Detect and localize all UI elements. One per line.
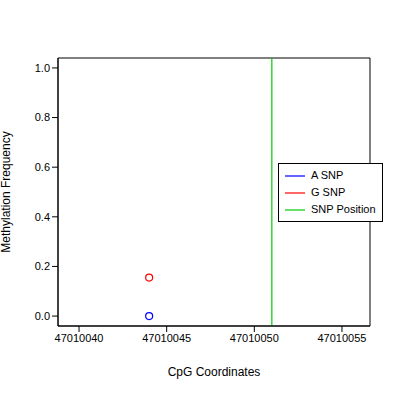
svg-text:0.4: 0.4 <box>35 211 50 223</box>
svg-text:1.0: 1.0 <box>35 62 50 74</box>
svg-text:0.8: 0.8 <box>35 111 50 123</box>
svg-text:0.0: 0.0 <box>35 310 50 322</box>
svg-text:0.2: 0.2 <box>35 260 50 272</box>
svg-text:0.6: 0.6 <box>35 161 50 173</box>
html-text:SNP Position: SNP Position <box>311 203 376 215</box>
svg-text:47010045: 47010045 <box>142 332 191 344</box>
svg-text:Methylation Frequency: Methylation Frequency <box>8 131 13 252</box>
svg-text:47010050: 47010050 <box>230 332 279 344</box>
svg-text:47010040: 47010040 <box>55 332 104 344</box>
html-text:G SNP: G SNP <box>311 186 346 198</box>
svg-text:CpG Coordinates: CpG Coordinates <box>168 365 261 379</box>
svg-text:47010055: 47010055 <box>317 332 366 344</box>
html-text:A SNP: A SNP <box>311 169 344 181</box>
